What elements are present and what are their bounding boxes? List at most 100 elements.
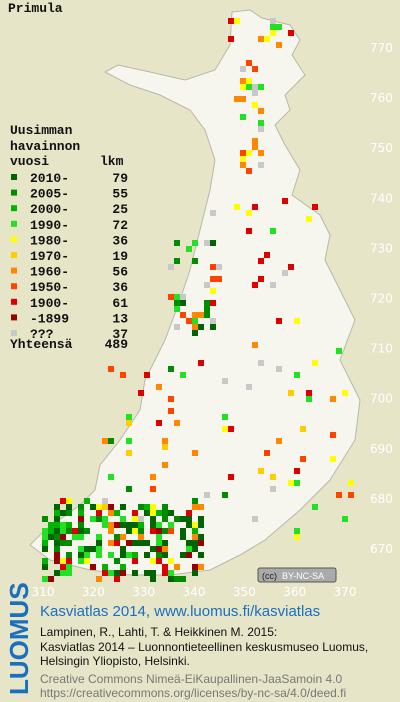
occurrence-square — [54, 510, 60, 516]
occurrence-square — [246, 168, 252, 174]
occurrence-square — [162, 570, 168, 576]
occurrence-square — [48, 576, 54, 582]
occurrence-square — [132, 552, 138, 558]
occurrence-square — [126, 540, 132, 546]
occurrence-square — [108, 366, 114, 372]
legend-swatch — [11, 174, 17, 180]
occurrence-square — [276, 318, 282, 324]
occurrence-square — [168, 408, 174, 414]
occurrence-square — [96, 516, 102, 522]
occurrence-square — [258, 108, 264, 114]
species-title: Primula — [8, 1, 63, 16]
northing-label: 670 — [370, 542, 393, 556]
occurrence-square — [270, 486, 276, 492]
occurrence-square — [186, 318, 192, 324]
occurrence-square — [216, 276, 222, 282]
occurrence-square — [42, 576, 48, 582]
occurrence-square — [66, 522, 72, 528]
occurrence-square — [132, 522, 138, 528]
occurrence-square — [156, 546, 162, 552]
occurrence-square — [42, 534, 48, 540]
occurrence-square — [162, 516, 168, 522]
occurrence-square — [102, 504, 108, 510]
grid-labels: 770 760 750 740 730 720 710 700 690 680 670 310 320 3… — [32, 41, 393, 599]
occurrence-square — [258, 36, 264, 42]
legend-count: 56 — [112, 265, 128, 280]
occurrence-square — [222, 492, 228, 498]
occurrence-square — [162, 510, 168, 516]
occurrence-square — [252, 516, 258, 522]
occurrence-square — [54, 534, 60, 540]
legend-swatch — [11, 314, 17, 321]
occurrence-square — [114, 510, 120, 516]
occurrence-square — [78, 552, 84, 558]
occurrence-square — [108, 504, 114, 510]
occurrence-square — [204, 240, 210, 246]
occurrence-square — [210, 300, 216, 306]
occurrence-square — [258, 84, 264, 90]
legend-swatch — [11, 189, 17, 196]
occurrence-square — [228, 18, 234, 24]
occurrence-square — [180, 516, 186, 522]
occurrence-square — [222, 426, 228, 432]
atlas-link[interactable]: Kasviatlas 2014, www.luomus.fi/kasviatla… — [40, 603, 320, 620]
occurrence-square — [126, 420, 132, 426]
license-url[interactable]: https://creativecommons.org/licenses/by-… — [40, 686, 346, 700]
occurrence-square — [192, 318, 198, 324]
occurrence-square — [120, 516, 126, 522]
license-badge — [257, 567, 337, 583]
legend-count: 61 — [112, 296, 128, 311]
occurrence-square — [312, 204, 318, 210]
occurrence-square — [60, 570, 66, 576]
occurrence-square — [66, 510, 72, 516]
occurrence-square — [330, 396, 336, 402]
occurrence-square — [228, 36, 234, 42]
occurrence-square — [288, 264, 294, 270]
occurrence-square — [144, 510, 150, 516]
occurrence-square — [180, 552, 186, 558]
occurrence-square — [120, 522, 126, 528]
occurrence-square — [342, 390, 348, 396]
legend-label: 1900- — [30, 296, 69, 311]
occurrence-square — [78, 534, 84, 540]
occurrence-square — [156, 522, 162, 528]
northing-label: 730 — [370, 241, 393, 255]
occurrence-square — [90, 504, 96, 510]
occurrence-square — [144, 372, 150, 378]
occurrence-square — [252, 144, 258, 150]
occurrence-square — [54, 546, 60, 552]
northing-label: 740 — [370, 191, 393, 205]
occurrence-square — [234, 18, 240, 24]
occurrence-square — [156, 510, 162, 516]
occurrence-square — [54, 504, 60, 510]
legend-swatch — [11, 267, 17, 274]
occurrence-square — [258, 360, 264, 366]
occurrence-square — [102, 498, 108, 504]
occurrence-square — [156, 540, 162, 546]
occurrence-square — [192, 504, 198, 510]
occurrence-square — [174, 420, 180, 426]
occurrence-square — [276, 366, 282, 372]
occurrence-square — [306, 396, 312, 402]
occurrence-square — [258, 258, 264, 264]
legend-label: 1980- — [30, 233, 69, 248]
occurrence-square — [168, 528, 174, 534]
occurrence-square — [198, 324, 204, 330]
occurrence-square — [192, 450, 198, 456]
occurrence-square — [198, 564, 204, 570]
occurrence-square — [306, 390, 312, 396]
occurrence-square — [288, 30, 294, 36]
occurrence-square — [42, 516, 48, 522]
occurrence-square — [168, 576, 174, 582]
occurrence-square — [180, 294, 186, 300]
occurrence-square — [180, 528, 186, 534]
occurrence-square — [294, 480, 300, 486]
occurrence-square — [234, 96, 240, 102]
citation: Helsingin Yliopisto, Helsinki. — [40, 654, 190, 668]
occurrence-square — [54, 552, 60, 558]
occurrence-square — [300, 456, 306, 462]
occurrence-square — [126, 552, 132, 558]
northing-label: 750 — [370, 141, 393, 155]
occurrence-square — [138, 534, 144, 540]
occurrence-square — [150, 528, 156, 534]
